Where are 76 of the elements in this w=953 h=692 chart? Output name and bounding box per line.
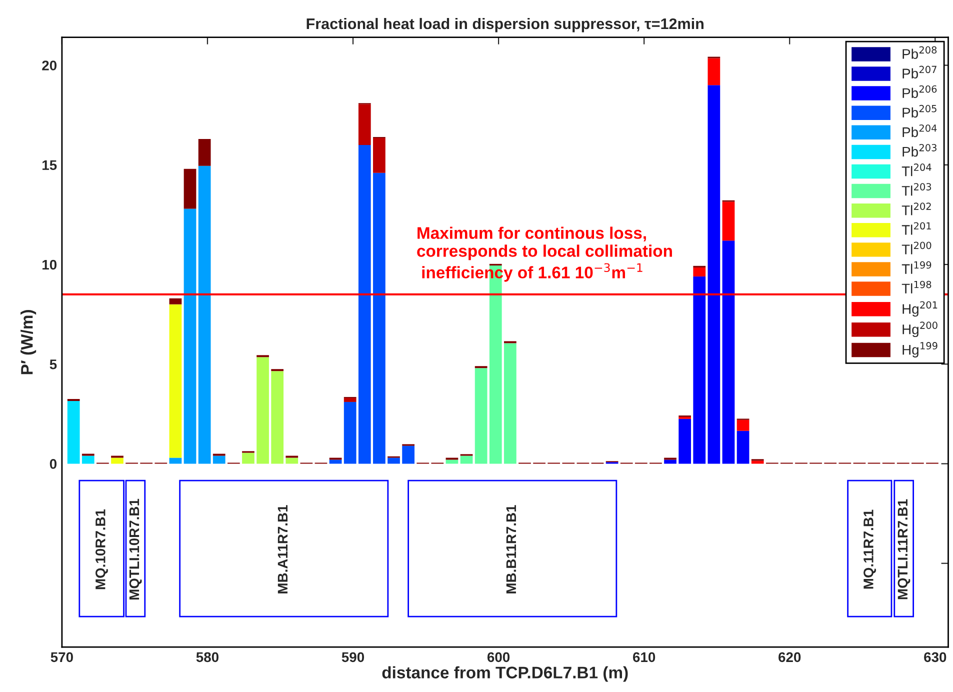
bar <box>242 452 254 464</box>
bar <box>329 460 342 464</box>
legend-label: Tl$^{198}$ <box>902 280 932 294</box>
legend-label: Pb$^{204}$ <box>902 124 937 138</box>
bar <box>504 343 516 464</box>
bar <box>358 104 371 145</box>
bar <box>373 138 386 173</box>
bar <box>82 456 94 464</box>
bar <box>722 202 735 241</box>
y-tick-label: 0 <box>50 459 57 469</box>
x-tick-label: 620 <box>778 652 801 662</box>
legend-label: Hg$^{199}$ <box>902 342 938 358</box>
bar <box>169 304 182 458</box>
bar <box>271 371 284 464</box>
bar <box>678 418 692 464</box>
bar <box>402 446 414 464</box>
x-tick-label: 590 <box>342 652 364 662</box>
bar <box>358 144 371 464</box>
legend-label: Pb$^{203}$ <box>902 144 936 157</box>
bar <box>184 208 196 464</box>
legend-label: Tl$^{201}$ <box>902 222 931 235</box>
legend-label: Tl$^{203}$ <box>902 183 932 196</box>
bar <box>169 458 182 464</box>
bar <box>286 458 298 464</box>
bar <box>111 458 124 464</box>
band-label: MQTLI.10R7.B1 <box>129 498 142 600</box>
bar <box>722 240 735 464</box>
bar <box>693 276 706 464</box>
y-axis-title: P′ (W/m) <box>20 310 36 374</box>
bar <box>708 85 720 464</box>
legend-label: Hg$^{201}$ <box>902 301 938 317</box>
band-label: MB.B11R7.B1 <box>506 505 516 594</box>
x-tick-label: 580 <box>196 652 218 662</box>
x-tick-label: 600 <box>487 652 510 662</box>
bar <box>344 402 356 464</box>
bar <box>736 420 750 431</box>
x-tick-label: 570 <box>50 652 73 662</box>
bar <box>460 456 473 464</box>
legend-label: Pb$^{207}$ <box>902 66 936 78</box>
legend-label: Tl$^{200}$ <box>902 242 932 254</box>
bar <box>446 460 458 464</box>
bar <box>344 398 356 402</box>
legend-label: Tl$^{204}$ <box>902 164 932 176</box>
legend-label: Tl$^{202}$ <box>902 202 931 216</box>
bar <box>169 298 182 304</box>
bar <box>256 357 269 464</box>
bar <box>373 172 386 464</box>
bar <box>708 58 720 86</box>
y-tick-label: 10 <box>42 260 57 270</box>
legend-label: Pb$^{208}$ <box>902 46 937 59</box>
bar <box>751 460 764 464</box>
x-tick-label: 610 <box>632 652 656 662</box>
bar <box>198 138 211 166</box>
bar <box>736 430 750 464</box>
x-axis-title: distance from TCP.D6L7.B1 (m) <box>382 666 628 682</box>
bar <box>67 400 80 464</box>
bar <box>693 267 706 276</box>
chart-title: Fractional heat load in dispersion suppressor, τ=12min <box>306 18 704 32</box>
band-label: MB.A11R7.B1 <box>278 505 288 594</box>
bar <box>474 368 488 464</box>
y-tick-label: 15 <box>42 160 57 170</box>
bar <box>664 460 676 464</box>
legend-label: Pb$^{205}$ <box>902 104 936 118</box>
band-label: MQ.10R7.B1 <box>95 509 108 590</box>
bar <box>212 456 226 464</box>
bar <box>388 458 400 464</box>
bar <box>184 168 196 209</box>
x-tick-label: 630 <box>924 652 946 662</box>
band-label: MQ.11R7.B1 <box>864 510 876 589</box>
legend-label: Pb$^{206}$ <box>902 85 937 98</box>
y-tick-label: 5 <box>50 360 57 370</box>
y-tick-label: 20 <box>42 60 57 70</box>
bar <box>198 166 211 464</box>
legend-label: Hg$^{200}$ <box>902 322 938 338</box>
legend-label: Tl$^{199}$ <box>902 261 932 274</box>
band-label: MQTLI.11R7.B1 <box>898 499 910 600</box>
